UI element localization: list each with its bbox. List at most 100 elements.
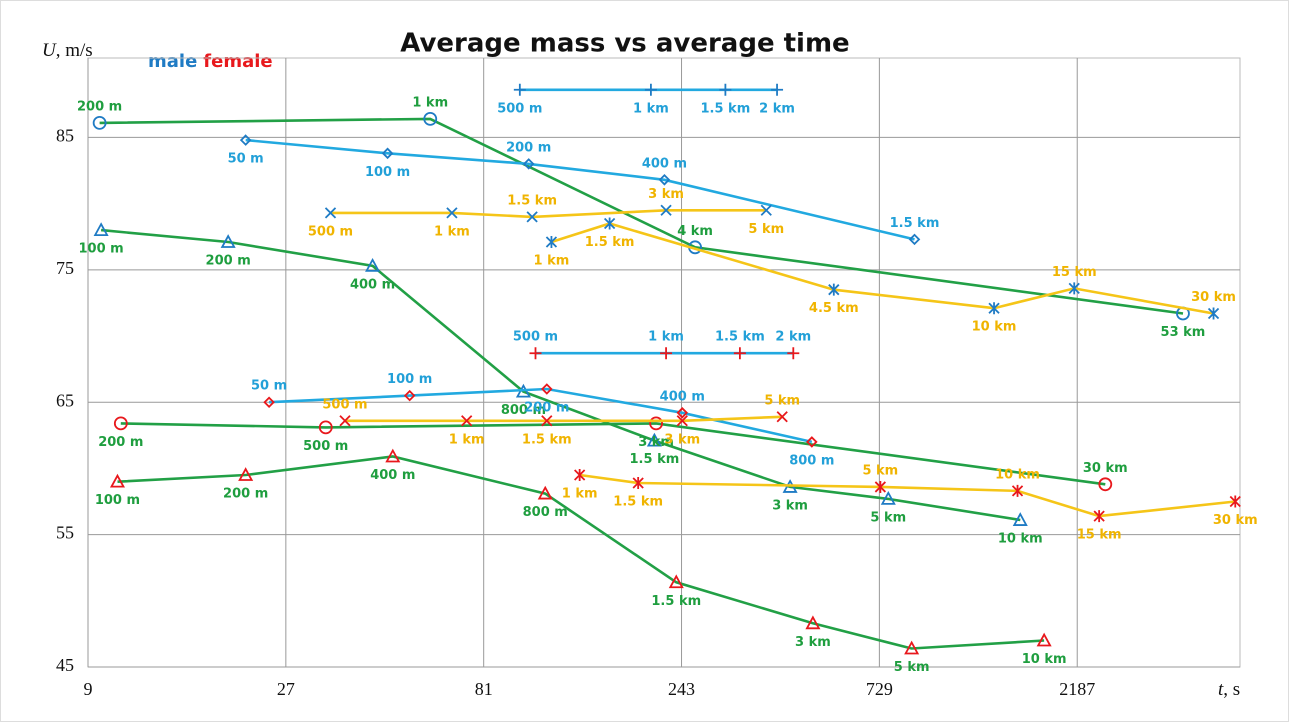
- point-label: 1 km: [449, 432, 485, 447]
- marker: [1229, 495, 1241, 508]
- marker: [776, 411, 788, 423]
- point-label: 10 km: [972, 320, 1017, 335]
- point-label: 10 km: [998, 532, 1043, 547]
- point-label: 10 km: [995, 467, 1040, 482]
- point-label: 30 km: [1213, 513, 1258, 528]
- marker: [676, 415, 688, 427]
- point-label: 50 m: [228, 152, 264, 167]
- point-label: 200 m: [506, 140, 551, 155]
- point-label: 3 km: [648, 187, 684, 202]
- marker: [541, 415, 553, 427]
- marker: [874, 480, 887, 493]
- chart-title: Average mass vs average time: [400, 29, 849, 59]
- marker: [660, 347, 673, 360]
- point-label: 1 km: [534, 254, 570, 269]
- point-label: 400 m: [350, 277, 395, 292]
- marker: [109, 473, 125, 488]
- point-label: 1.5 km: [651, 594, 701, 609]
- y-axis-unit: , m/s: [56, 40, 93, 61]
- point-label: 100 m: [387, 372, 432, 387]
- point-label: 30 km: [1191, 290, 1236, 305]
- marker: [649, 416, 664, 431]
- point-label: 800 m: [789, 453, 834, 468]
- series-line: [245, 138, 915, 241]
- marker: [220, 234, 236, 248]
- point-label: 2 km: [759, 101, 795, 116]
- marker: [660, 204, 672, 216]
- y-tick-label: 85: [56, 126, 74, 146]
- marker: [676, 407, 689, 419]
- point-label: 53 km: [1161, 325, 1206, 340]
- point-label: 200 m: [77, 99, 122, 114]
- marker: [239, 134, 252, 146]
- marker: [545, 236, 558, 249]
- marker: [1098, 477, 1113, 492]
- point-label: 500 m: [303, 439, 348, 454]
- point-label: 1.5 km: [613, 494, 663, 509]
- point-label: 3 km: [772, 498, 808, 513]
- marker: [574, 469, 586, 482]
- marker: [238, 467, 254, 481]
- point-label: 1.5 km: [507, 193, 557, 208]
- marker: [719, 83, 732, 96]
- marker: [318, 420, 333, 435]
- point-label: 800 m: [501, 403, 546, 418]
- x-axis-symbol: t: [1218, 679, 1224, 700]
- marker: [1036, 632, 1052, 647]
- point-label: 3 km: [664, 432, 700, 447]
- y-axis-label: U, m/s: [42, 40, 93, 61]
- marker: [263, 396, 275, 408]
- marker: [646, 432, 662, 447]
- marker: [603, 217, 616, 230]
- point-label: 10 km: [1022, 652, 1067, 667]
- point-label: 5 km: [748, 222, 784, 237]
- point-label: 1 km: [434, 224, 470, 239]
- marker: [904, 640, 920, 655]
- marker: [423, 112, 438, 126]
- point-label: 200 m: [223, 487, 268, 502]
- marker: [908, 233, 921, 246]
- point-label: 200 m: [98, 435, 143, 450]
- point-label: 5 km: [862, 463, 898, 478]
- series-line: [117, 455, 1045, 650]
- point-label: 100 m: [365, 165, 410, 180]
- marker: [381, 147, 394, 160]
- marker: [880, 490, 896, 505]
- x-axis-unit: , s: [1223, 679, 1240, 700]
- marker: [988, 302, 1000, 315]
- y-tick-label: 45: [56, 655, 74, 675]
- x-axis-label: t, s: [1218, 679, 1240, 700]
- series-line: [120, 422, 1106, 486]
- marker: [446, 207, 458, 219]
- marker: [513, 83, 526, 96]
- x-tick-label: 27: [277, 679, 295, 699]
- point-label: 15 km: [1077, 528, 1122, 543]
- point-label: 1 km: [412, 95, 448, 110]
- point-label: 4 km: [677, 224, 713, 239]
- point-label: 100 m: [95, 493, 140, 508]
- point-label: 1 km: [562, 487, 598, 502]
- point-label: 500 m: [308, 224, 353, 239]
- marker: [658, 174, 671, 186]
- point-label: 3 km: [638, 435, 674, 450]
- marker: [365, 257, 381, 272]
- point-label: 5 km: [894, 660, 930, 675]
- y-tick-label: 65: [56, 390, 74, 410]
- marker: [1093, 510, 1105, 523]
- point-label: 1.5 km: [522, 432, 572, 447]
- marker: [541, 383, 553, 395]
- marker: [113, 416, 128, 431]
- marker: [403, 389, 416, 402]
- point-label: 5 km: [764, 393, 800, 408]
- point-label: 4.5 km: [809, 301, 859, 316]
- marker: [1207, 307, 1220, 320]
- marker: [529, 347, 542, 360]
- point-label: 500 m: [513, 330, 558, 345]
- point-label: 30 km: [1083, 461, 1128, 476]
- point-label: 1.5 km: [585, 235, 635, 250]
- marker: [644, 83, 657, 96]
- marker: [522, 158, 535, 170]
- marker: [828, 283, 840, 296]
